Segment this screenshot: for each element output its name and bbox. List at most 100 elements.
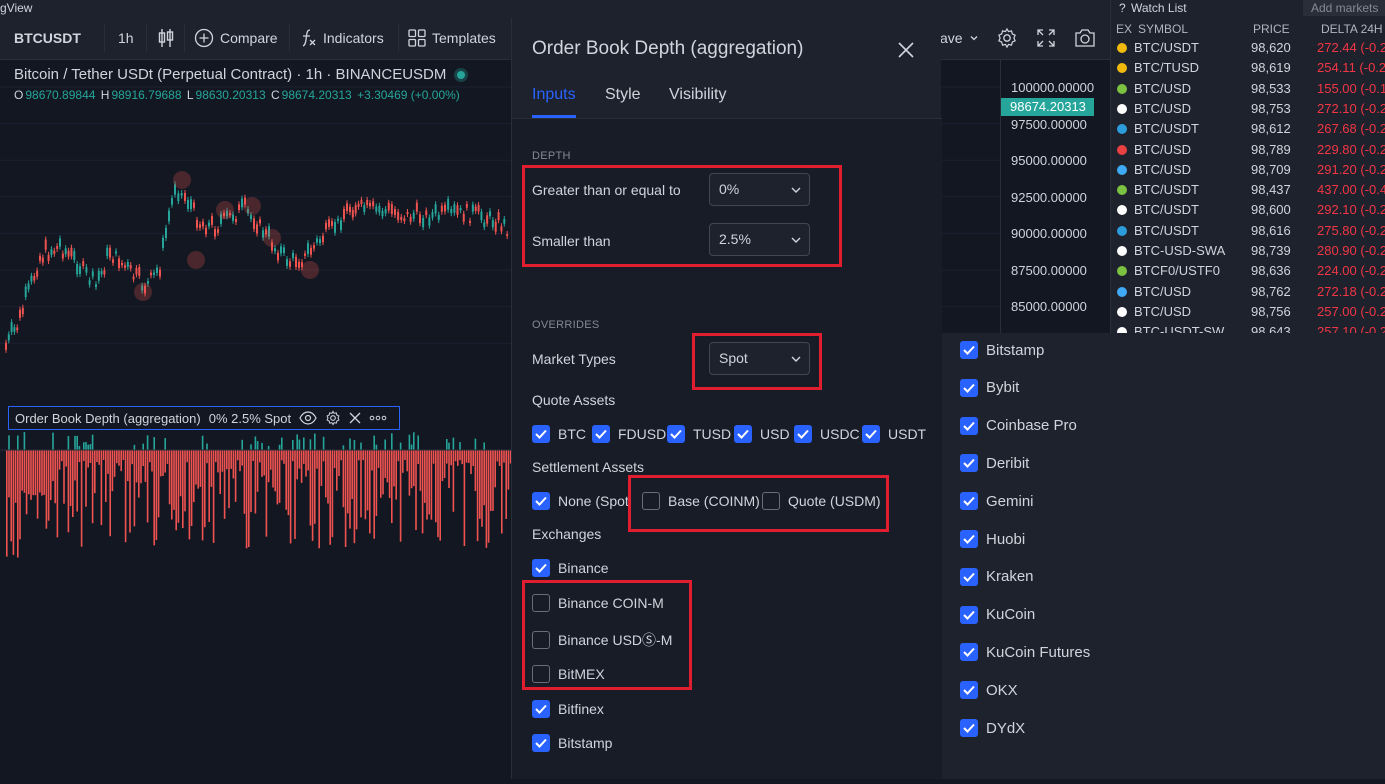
candle-body <box>19 309 21 318</box>
settings-button[interactable] <box>996 16 1018 60</box>
fullscreen-button[interactable] <box>1036 16 1056 60</box>
watchlist-row[interactable]: BTC/USDT 98,616 275.80 (-0.2 <box>1111 221 1385 241</box>
checkbox-checked-icon[interactable] <box>532 734 550 752</box>
col-symbol[interactable]: SYMBOL <box>1138 22 1189 36</box>
watchlist-row[interactable]: BTC/USD 98,789 229.80 (-0.2 <box>1111 140 1385 160</box>
exchange-checkbox[interactable]: BitMEX <box>532 665 605 683</box>
checkbox-checked-icon[interactable] <box>960 530 978 548</box>
checkbox-checked-icon[interactable] <box>960 341 978 359</box>
checkbox-checked-icon[interactable] <box>960 567 978 586</box>
watchlist-row[interactable]: BTC/USDT 98,437 437.00 (-0.4 <box>1111 180 1385 200</box>
exchange-checkbox[interactable]: KuCoin Futures <box>960 639 1090 665</box>
exchange-checkbox[interactable]: OKX <box>960 677 1018 703</box>
close-icon[interactable] <box>894 38 918 62</box>
watchlist-row[interactable]: BTCF0/USTF0 98,636 224.00 (-0.2 <box>1111 261 1385 281</box>
checkbox-checked-icon[interactable] <box>960 416 978 435</box>
watchlist-row[interactable]: BTC/USD 98,709 291.20 (-0.2 <box>1111 160 1385 180</box>
checkbox-checked-icon[interactable] <box>960 681 978 700</box>
watchlist-row[interactable]: BTC/USD 98,533 155.00 (-0.1 <box>1111 79 1385 99</box>
watchlist-row[interactable]: BTC/USD 98,753 272.10 (-0.2 <box>1111 99 1385 119</box>
checkbox-checked-icon[interactable] <box>592 425 610 443</box>
checkbox-checked-icon[interactable] <box>532 559 550 577</box>
screenshot-button[interactable] <box>1074 16 1096 60</box>
watchlist-row[interactable]: BTC/USDT 98,600 292.10 (-0.2 <box>1111 200 1385 220</box>
exchange-checkbox[interactable]: Kraken <box>960 564 1034 590</box>
checkbox-checked-icon[interactable] <box>960 605 978 624</box>
depth-bar-ask <box>377 450 380 468</box>
add-markets-input[interactable]: Add markets <box>1303 0 1385 16</box>
checkbox-checked-icon[interactable] <box>794 425 812 443</box>
exchange-checkbox[interactable]: Huobi <box>960 526 1025 552</box>
candle-body <box>415 202 418 212</box>
compare-button[interactable]: Compare <box>194 16 278 60</box>
checkbox-checked-icon[interactable] <box>960 643 978 662</box>
watchlist-row[interactable]: BTC/USD 98,762 272.18 (-0.2 <box>1111 282 1385 302</box>
chart-type-button[interactable] <box>158 16 174 60</box>
save-button[interactable]: ave <box>940 16 979 60</box>
exchange-checkbox[interactable]: DYdX <box>960 715 1025 741</box>
eye-icon[interactable] <box>299 411 317 425</box>
checkbox-unchecked-icon[interactable] <box>532 665 550 683</box>
checkbox-unchecked-icon[interactable] <box>762 492 780 510</box>
watchlist-row[interactable]: BTC-USDT-SW 98,643 257.10 (-0.2 <box>1111 322 1385 333</box>
exchange-checkbox[interactable]: Gemini <box>960 488 1034 514</box>
checkbox-checked-icon[interactable] <box>734 425 752 443</box>
watchlist-row[interactable]: BTC/USD 98,756 257.00 (-0.2 <box>1111 302 1385 322</box>
checkbox-checked-icon[interactable] <box>532 425 550 443</box>
exchange-checkbox[interactable]: Bybit <box>960 375 1019 401</box>
quote-asset-tusd-checkbox[interactable]: TUSD <box>667 425 731 443</box>
checkbox-unchecked-icon[interactable] <box>532 631 550 649</box>
exchange-checkbox[interactable]: Coinbase Pro <box>960 413 1077 439</box>
quote-asset-btc-checkbox[interactable]: BTC <box>532 425 586 443</box>
gte-select[interactable]: 0% <box>709 173 810 206</box>
col-price[interactable]: PRICE <box>1253 22 1290 36</box>
checkbox-checked-icon[interactable] <box>960 378 978 397</box>
quote-asset-usdc-checkbox[interactable]: USDC <box>794 425 860 443</box>
quote-asset-usdt-checkbox[interactable]: USDT <box>862 425 926 443</box>
checkbox-checked-icon[interactable] <box>960 719 978 737</box>
interval-button[interactable]: 1h <box>118 16 134 60</box>
col-delta[interactable]: DELTA 24H <box>1321 22 1383 36</box>
checkbox-checked-icon[interactable] <box>862 425 880 443</box>
col-ex[interactable]: EX <box>1116 22 1133 36</box>
settlement-asset-checkbox[interactable]: Base (COINM) <box>642 492 760 510</box>
watchlist-help-icon[interactable]: ? <box>1119 1 1126 15</box>
exchange-checkbox[interactable]: Bitstamp <box>960 337 1044 363</box>
exchange-checkbox[interactable]: KuCoin <box>960 602 1035 628</box>
exchange-checkbox[interactable]: Bitfinex <box>532 700 604 718</box>
exchange-checkbox[interactable]: Binance <box>532 559 609 577</box>
watchlist-row[interactable]: BTC/TUSD 98,619 254.11 (-0.2 <box>1111 58 1385 78</box>
checkbox-checked-icon[interactable] <box>667 425 685 443</box>
price-scale[interactable]: 100000.00000 98674.20313 97500.00000 950… <box>1000 60 1110 335</box>
templates-button[interactable]: Templates <box>408 16 496 60</box>
market-types-select[interactable]: Spot <box>709 342 810 375</box>
quote-asset-fdusd-checkbox[interactable]: FDUSD <box>592 425 666 443</box>
symbol-search-button[interactable]: BTCUSDT <box>14 16 81 60</box>
indicator-legend[interactable]: Order Book Depth (aggregation) 0% 2.5% S… <box>8 406 400 430</box>
checkbox-checked-icon[interactable] <box>532 700 550 718</box>
close-icon[interactable] <box>349 412 361 424</box>
exchange-checkbox[interactable]: Deribit <box>960 450 1029 476</box>
tab-style[interactable]: Style <box>605 86 641 103</box>
settlement-asset-checkbox[interactable]: Quote (USDM) <box>762 492 881 510</box>
watchlist-row[interactable]: BTC/USDT 98,620 272.44 (-0.2 <box>1111 38 1385 58</box>
checkbox-checked-icon[interactable] <box>960 492 978 511</box>
exchange-checkbox[interactable]: Bitstamp <box>532 734 612 752</box>
quote-asset-usd-checkbox[interactable]: USD <box>734 425 790 443</box>
watchlist-row[interactable]: BTC/USDT 98,612 267.68 (-0.2 <box>1111 119 1385 139</box>
checkbox-checked-icon[interactable] <box>532 492 550 510</box>
exchange-checkbox[interactable]: Binance COIN-M <box>532 594 664 612</box>
checkbox-unchecked-icon[interactable] <box>532 594 550 612</box>
checkbox-checked-icon[interactable] <box>960 454 978 473</box>
more-icon[interactable] <box>369 415 387 421</box>
checkbox-unchecked-icon[interactable] <box>642 492 660 510</box>
indicators-button[interactable]: Indicators <box>299 16 384 60</box>
lt-select[interactable]: 2.5% <box>709 223 810 256</box>
exchange-checkbox[interactable]: Binance USDⓈ-M <box>532 630 672 650</box>
watchlist-row[interactable]: BTC-USD-SWA 98,739 280.90 (-0.2 <box>1111 241 1385 261</box>
settlement-asset-checkbox[interactable]: None (Spot) <box>532 492 630 510</box>
gear-icon[interactable] <box>325 410 341 426</box>
row-price: 98,789 <box>1251 141 1291 157</box>
tab-inputs[interactable]: Inputs <box>532 86 576 103</box>
tab-visibility[interactable]: Visibility <box>669 86 727 103</box>
